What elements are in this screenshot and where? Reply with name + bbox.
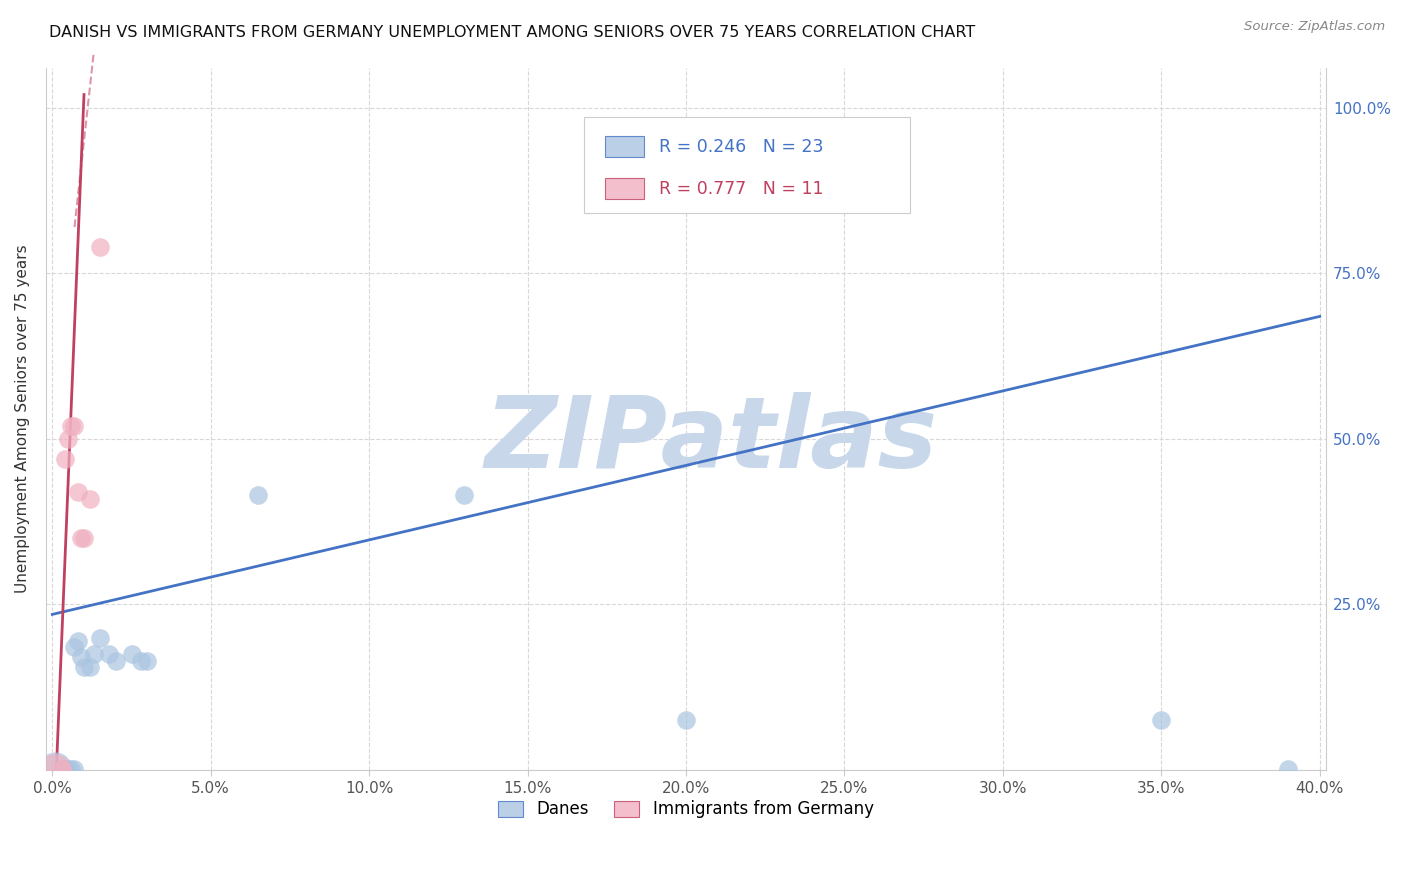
Bar (606, 136, 644, 157)
Point (1277, 762, 1299, 776)
Point (83, 647, 105, 661)
Point (69, 650, 91, 665)
Point (56, 762, 79, 776)
Point (89, 631, 111, 645)
Point (63, 762, 86, 776)
Point (69, 531, 91, 545)
Point (60, 418, 83, 433)
Point (60, 762, 83, 776)
Bar (606, 178, 644, 199)
Point (56, 432, 79, 446)
Legend: Danes, Immigrants from Germany: Danes, Immigrants from Germany (492, 794, 880, 825)
Point (1150, 714, 1173, 728)
Point (121, 647, 143, 661)
Y-axis label: Unemployment Among Seniors over 75 years: Unemployment Among Seniors over 75 years (15, 244, 30, 593)
Point (675, 714, 697, 728)
Point (79, 660, 101, 674)
Point (104, 654, 127, 668)
Point (63, 418, 86, 433)
Point (247, 488, 270, 502)
Point (53, 762, 76, 776)
Point (79, 491, 101, 506)
Point (66, 484, 89, 499)
Text: Source: ZipAtlas.com: Source: ZipAtlas.com (1244, 20, 1385, 33)
Text: R = 0.777   N = 11: R = 0.777 N = 11 (659, 180, 824, 198)
Text: R = 0.246   N = 23: R = 0.246 N = 23 (659, 137, 824, 156)
Point (44, 762, 66, 776)
Point (53, 451, 76, 466)
Point (89, 240, 111, 254)
Point (66, 633, 89, 648)
Point (51, 762, 73, 776)
Point (51, 762, 73, 776)
Point (98, 647, 121, 661)
Text: ZIPatlas: ZIPatlas (485, 392, 938, 489)
Point (453, 488, 475, 502)
Point (129, 654, 152, 668)
Point (73, 660, 96, 674)
Point (136, 654, 159, 668)
Point (44, 762, 66, 776)
FancyBboxPatch shape (583, 117, 910, 213)
Point (73, 531, 96, 545)
Point (63, 640, 86, 655)
Text: DANISH VS IMMIGRANTS FROM GERMANY UNEMPLOYMENT AMONG SENIORS OVER 75 YEARS CORRE: DANISH VS IMMIGRANTS FROM GERMANY UNEMPL… (49, 25, 976, 40)
